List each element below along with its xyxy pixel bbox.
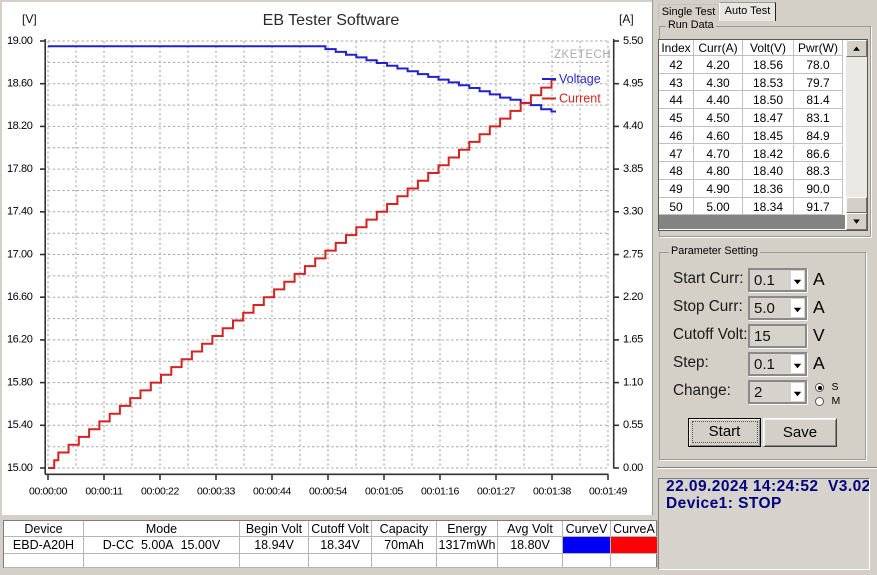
svg-text:15.80: 15.80 [7,376,33,388]
svg-text:17.80: 17.80 [7,163,33,175]
svg-text:1.65: 1.65 [623,334,643,346]
svg-text:19.00: 19.00 [7,35,33,47]
svg-text:00:00:44: 00:00:44 [253,486,292,498]
svg-text:2.75: 2.75 [623,248,643,260]
svg-text:18.60: 18.60 [7,78,33,90]
svg-text:3.85: 3.85 [623,163,643,175]
svg-text:Voltage: Voltage [559,72,601,86]
svg-text:00:01:27: 00:01:27 [477,486,516,498]
svg-text:4.40: 4.40 [623,120,643,132]
svg-text:00:01:16: 00:01:16 [421,486,460,498]
svg-text:00:00:11: 00:00:11 [85,486,123,498]
svg-text:15.40: 15.40 [7,419,33,431]
svg-text:0.00: 0.00 [623,462,643,474]
svg-text:00:01:49: 00:01:49 [589,486,628,498]
svg-text:4.95: 4.95 [623,78,643,90]
svg-text:00:00:33: 00:00:33 [197,486,236,498]
svg-text:1.10: 1.10 [623,376,643,388]
svg-text:00:00:00: 00:00:00 [29,486,68,498]
svg-text:18.20: 18.20 [7,120,33,132]
svg-text:16.60: 16.60 [7,291,33,303]
svg-text:[A]: [A] [619,12,634,26]
svg-text:16.20: 16.20 [7,334,33,346]
svg-text:EB Tester Software: EB Tester Software [263,12,400,29]
svg-text:2.20: 2.20 [623,291,643,303]
svg-text:00:01:05: 00:01:05 [365,486,404,498]
svg-text:00:00:54: 00:00:54 [309,486,348,498]
svg-text:ZKETECH: ZKETECH [554,49,611,61]
svg-text:3.30: 3.30 [623,206,643,218]
svg-text:17.00: 17.00 [7,248,33,260]
svg-text:5.50: 5.50 [623,35,643,47]
svg-text:Current: Current [559,92,601,106]
svg-text:0.55: 0.55 [623,419,643,431]
svg-text:[V]: [V] [22,12,37,26]
svg-text:00:01:38: 00:01:38 [533,486,572,498]
svg-text:15.00: 15.00 [7,462,33,474]
svg-text:17.40: 17.40 [7,206,33,218]
svg-text:00:00:22: 00:00:22 [141,486,180,498]
